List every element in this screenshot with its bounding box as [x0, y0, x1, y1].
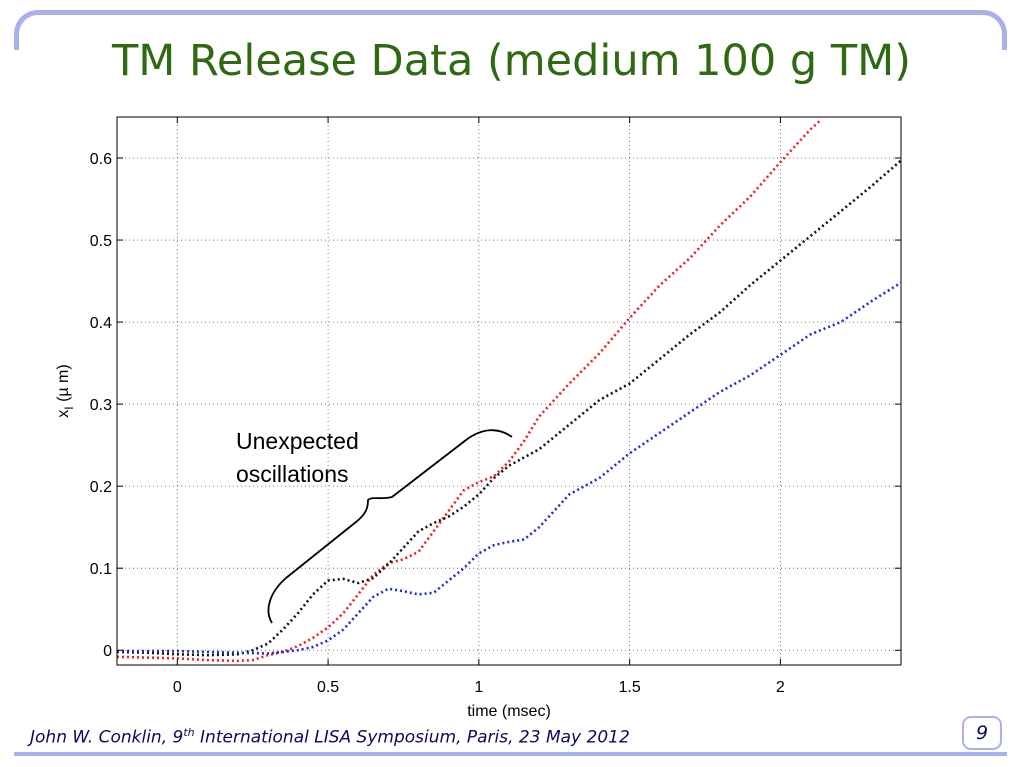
slide-frame-bottom — [14, 752, 1007, 756]
y-axis-label-unit: (µ m) — [55, 364, 72, 406]
series-line-2 — [116, 159, 902, 657]
y-tick-label: 0.2 — [90, 479, 112, 496]
plot-border — [116, 116, 902, 666]
x-tick-label: 0 — [173, 679, 182, 696]
svg-text:xI (µ m): xI (µ m) — [55, 364, 76, 417]
annotation-brace — [267, 429, 513, 624]
y-tick-label: 0 — [103, 643, 112, 660]
x-tick-label: 1.5 — [618, 679, 640, 696]
y-axis-label: x — [55, 410, 72, 418]
slide-frame-top — [14, 10, 1007, 50]
footer-author: John W. Conklin, 9 — [30, 727, 184, 748]
y-tick-label: 0.3 — [90, 397, 112, 414]
axis-ticks: 0 0.5 1 1.5 2 0 0.1 0.2 0.3 0.4 0.5 0.6 — [90, 117, 901, 696]
y-tick-label: 0.1 — [90, 561, 112, 578]
y-tick-label: 0.6 — [90, 151, 112, 168]
footer-citation: John W. Conklin, 9th International LISA … — [30, 726, 630, 748]
footer-event: International LISA Symposium, Paris, 23 … — [194, 727, 630, 748]
footer-superscript: th — [183, 726, 195, 739]
x-tick-label: 2 — [776, 679, 785, 696]
y-axis-label-group: xI (µ m) — [55, 364, 76, 417]
x-tick-label: 1 — [474, 679, 483, 696]
x-tick-label: 0.5 — [317, 679, 339, 696]
page-number-badge: 9 — [962, 716, 1002, 750]
plot-area — [117, 117, 901, 665]
grid-lines — [117, 117, 901, 665]
annotation-line-2: oscillations — [236, 461, 349, 487]
y-axis-label-subscript: I — [62, 406, 76, 409]
y-tick-label: 0.5 — [90, 233, 112, 250]
x-axis-label: time (msec) — [467, 703, 551, 720]
y-tick-label: 0.4 — [90, 315, 112, 332]
series-group — [116, 120, 902, 663]
slide-title: TM Release Data (medium 100 g TM) — [111, 36, 912, 86]
annotation-line-1: Unexpected — [236, 428, 359, 454]
